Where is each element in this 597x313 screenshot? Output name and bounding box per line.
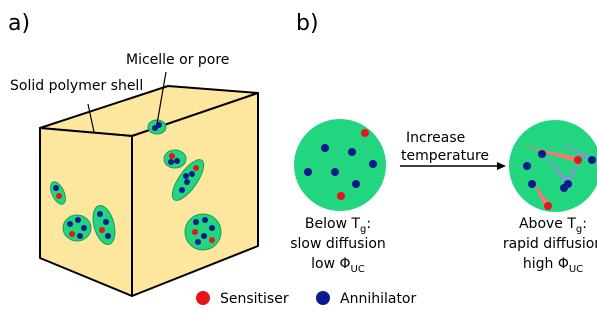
caption-text: : <box>366 216 371 232</box>
legend-marker <box>316 291 330 305</box>
caption-text: high Φ <box>523 256 569 272</box>
page: a) b) Micelle or pore Solid polymer shel… <box>0 0 597 313</box>
cube <box>40 86 258 296</box>
panel-label: a) <box>8 11 30 36</box>
caption: high ΦUC <box>523 256 583 275</box>
subscript: UC <box>351 264 365 275</box>
caption: Above Tg: <box>519 216 587 235</box>
caption: low ΦUC <box>311 256 365 275</box>
caption-text: low Φ <box>311 256 350 272</box>
legend-label: Sensitiser <box>220 291 289 307</box>
legend: Sensitiser Annihilator <box>196 291 416 307</box>
subscript: UC <box>569 264 583 275</box>
caption: rapid diffusion <box>503 236 597 252</box>
annotation: Solid polymer shell <box>10 78 143 94</box>
arrow-label: Increase <box>406 130 465 146</box>
panel-label: b) <box>296 11 319 36</box>
caption-text: Above T <box>519 216 576 232</box>
legend-marker <box>196 291 210 305</box>
caption-text: : <box>582 216 587 232</box>
arrow-label: temperature <box>401 148 489 164</box>
figure: a) b) Micelle or pore Solid polymer shel… <box>0 0 597 313</box>
caption: slow diffusion <box>290 236 386 252</box>
annotation: Micelle or pore <box>126 52 229 68</box>
caption-text: Below T <box>305 216 361 232</box>
legend-label: Annihilator <box>340 291 416 307</box>
arrowhead <box>497 162 506 170</box>
caption: Below Tg: <box>305 216 371 235</box>
